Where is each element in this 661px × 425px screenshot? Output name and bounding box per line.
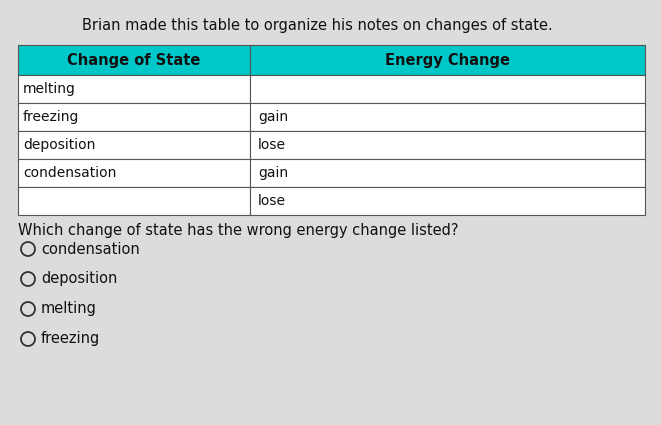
Text: condensation: condensation	[23, 166, 116, 180]
Bar	[18, 75, 250, 103]
Bar	[18, 45, 250, 75]
Text: gain: gain	[258, 110, 288, 124]
Text: freezing: freezing	[41, 332, 100, 346]
Text: Which change of state has the wrong energy change listed?: Which change of state has the wrong ener…	[18, 223, 459, 238]
Bar	[18, 131, 250, 159]
Text: freezing: freezing	[23, 110, 79, 124]
Bar	[18, 159, 250, 187]
Bar	[250, 131, 645, 159]
Text: lose: lose	[258, 194, 286, 208]
Bar	[18, 187, 250, 215]
Text: condensation: condensation	[41, 241, 139, 257]
Text: lose: lose	[258, 138, 286, 152]
Bar	[250, 103, 645, 131]
Text: Energy Change: Energy Change	[385, 53, 510, 68]
Text: deposition: deposition	[41, 272, 118, 286]
Bar	[250, 187, 645, 215]
Bar	[250, 75, 645, 103]
Bar	[250, 159, 645, 187]
Bar	[250, 45, 645, 75]
Text: melting: melting	[41, 301, 97, 317]
Text: gain: gain	[258, 166, 288, 180]
Text: deposition: deposition	[23, 138, 95, 152]
Bar	[18, 103, 250, 131]
Text: Brian made this table to organize his notes on changes of state.: Brian made this table to organize his no…	[82, 18, 553, 33]
Text: melting: melting	[23, 82, 76, 96]
Text: Change of State: Change of State	[67, 53, 201, 68]
